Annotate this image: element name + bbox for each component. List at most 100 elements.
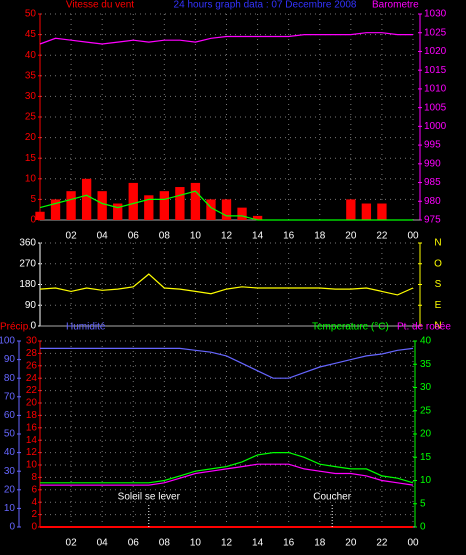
y3-tick-label: 0 — [31, 522, 37, 533]
y3-tick-label: 2 — [31, 509, 37, 520]
y-tick-label: 180 — [19, 279, 36, 290]
bar — [128, 182, 138, 220]
y2-tick-label: 1020 — [424, 46, 447, 57]
y-tick-label: 20 — [25, 132, 37, 143]
y-tick-label: 20 — [4, 484, 16, 495]
x-tick-label: 04 — [97, 538, 109, 549]
y2-tick-label: E — [435, 300, 442, 311]
y-tick-label: 90 — [4, 354, 16, 365]
legend-entry: Humidité — [66, 322, 106, 333]
x-tick-label: 14 — [252, 538, 264, 549]
y-tick-label: 90 — [25, 300, 37, 311]
series-line — [39, 273, 414, 296]
y2-tick-label: 990 — [424, 158, 441, 169]
bar — [113, 203, 123, 220]
x-tick-label: 10 — [190, 231, 202, 242]
bar — [237, 207, 247, 220]
bar — [35, 211, 45, 220]
bar — [190, 182, 201, 220]
bar — [252, 215, 263, 220]
series-line — [39, 32, 413, 45]
y2-tick-label: N — [434, 321, 441, 332]
y2-tick-label: 30 — [420, 382, 432, 393]
y-tick-label: 0 — [30, 215, 36, 226]
bar — [361, 203, 372, 220]
y2-tick-label: 15 — [420, 452, 432, 463]
x-tick-label: 14 — [252, 231, 264, 242]
y2-tick-label: 985 — [424, 177, 441, 188]
x-tick-label: 04 — [97, 231, 109, 242]
x-tick-label: 12 — [221, 538, 233, 549]
y2-tick-label: 25 — [420, 405, 432, 416]
y3-tick-label: 18 — [26, 410, 38, 421]
bar — [66, 191, 76, 220]
x-tick-label: 00 — [407, 538, 419, 549]
x-tick-label: 02 — [66, 231, 78, 242]
y2-tick-label: 1000 — [424, 121, 447, 132]
annotation: Coucher — [313, 492, 351, 503]
y-tick-label: 40 — [4, 447, 16, 458]
y3-tick-label: 10 — [26, 460, 38, 471]
x-tick-label: 18 — [314, 538, 326, 549]
x-tick-label: 22 — [376, 538, 388, 549]
y3-tick-label: 8 — [31, 472, 37, 483]
x-tick-label: 18 — [314, 231, 326, 242]
series-line — [40, 452, 414, 484]
y3-tick-label: 26 — [26, 360, 38, 371]
legend-entry: Pt. de rosée — [397, 322, 451, 333]
y-tick-label: 50 — [4, 429, 16, 440]
y2-tick-label: 995 — [424, 140, 441, 151]
y2-tick-label: 20 — [420, 429, 432, 440]
x-tick-label: 08 — [159, 231, 171, 242]
series-line — [40, 463, 414, 486]
y2-tick-label: 1030 — [424, 9, 447, 20]
y-tick-label: 100 — [0, 336, 15, 347]
series-line — [39, 190, 413, 221]
annotation: Soleil se lever — [118, 492, 181, 503]
y3-tick-label: 4 — [31, 497, 37, 508]
y-tick-label: 45 — [25, 29, 37, 40]
y3-tick-label: 6 — [31, 484, 37, 495]
bar — [144, 195, 154, 220]
y-tick-label: 70 — [4, 391, 16, 402]
bar — [206, 199, 216, 220]
y2-tick-label: 1015 — [424, 65, 447, 76]
y-tick-label: 270 — [19, 258, 36, 269]
x-tick-label: 10 — [190, 538, 202, 549]
y2-tick-label: 975 — [424, 215, 441, 226]
x-tick-label: 12 — [221, 231, 233, 242]
legend-entry: Vitesse du vent — [66, 0, 134, 11]
y2-tick-label: 1010 — [424, 84, 447, 95]
bar — [81, 178, 92, 220]
y3-tick-label: 20 — [26, 398, 38, 409]
y-tick-label: 25 — [25, 112, 37, 123]
x-tick-label: 22 — [376, 231, 388, 242]
series-line — [40, 347, 414, 379]
y-tick-label: 360 — [19, 238, 36, 249]
y-tick-label: 80 — [4, 373, 16, 384]
y2-tick-label: 40 — [420, 336, 432, 347]
legend-entry: Barometre — [372, 0, 419, 11]
y-tick-label: 10 — [25, 173, 37, 184]
x-tick-label: 06 — [128, 231, 140, 242]
y3-tick-label: 28 — [26, 348, 38, 359]
x-tick-label: 20 — [345, 231, 357, 242]
y-tick-label: 50 — [25, 9, 37, 20]
y-tick-label: 40 — [25, 50, 37, 61]
bar — [159, 191, 169, 220]
y2-tick-label: O — [434, 258, 442, 269]
bar — [346, 199, 356, 220]
y2-tick-label: N — [434, 238, 441, 249]
y3-tick-label: 14 — [26, 435, 38, 446]
bar — [50, 199, 61, 220]
y3-tick-label: 30 — [26, 336, 38, 347]
y-tick-label: 60 — [4, 410, 16, 421]
y-tick-label: 35 — [25, 70, 37, 81]
y-tick-label: 30 — [25, 91, 37, 102]
bar — [221, 199, 232, 220]
y2-tick-label: 5 — [420, 498, 426, 509]
y2-tick-label: 1025 — [424, 27, 447, 38]
chart-title: 24 hours graph data : 07 Decembre 2008 — [174, 0, 357, 11]
